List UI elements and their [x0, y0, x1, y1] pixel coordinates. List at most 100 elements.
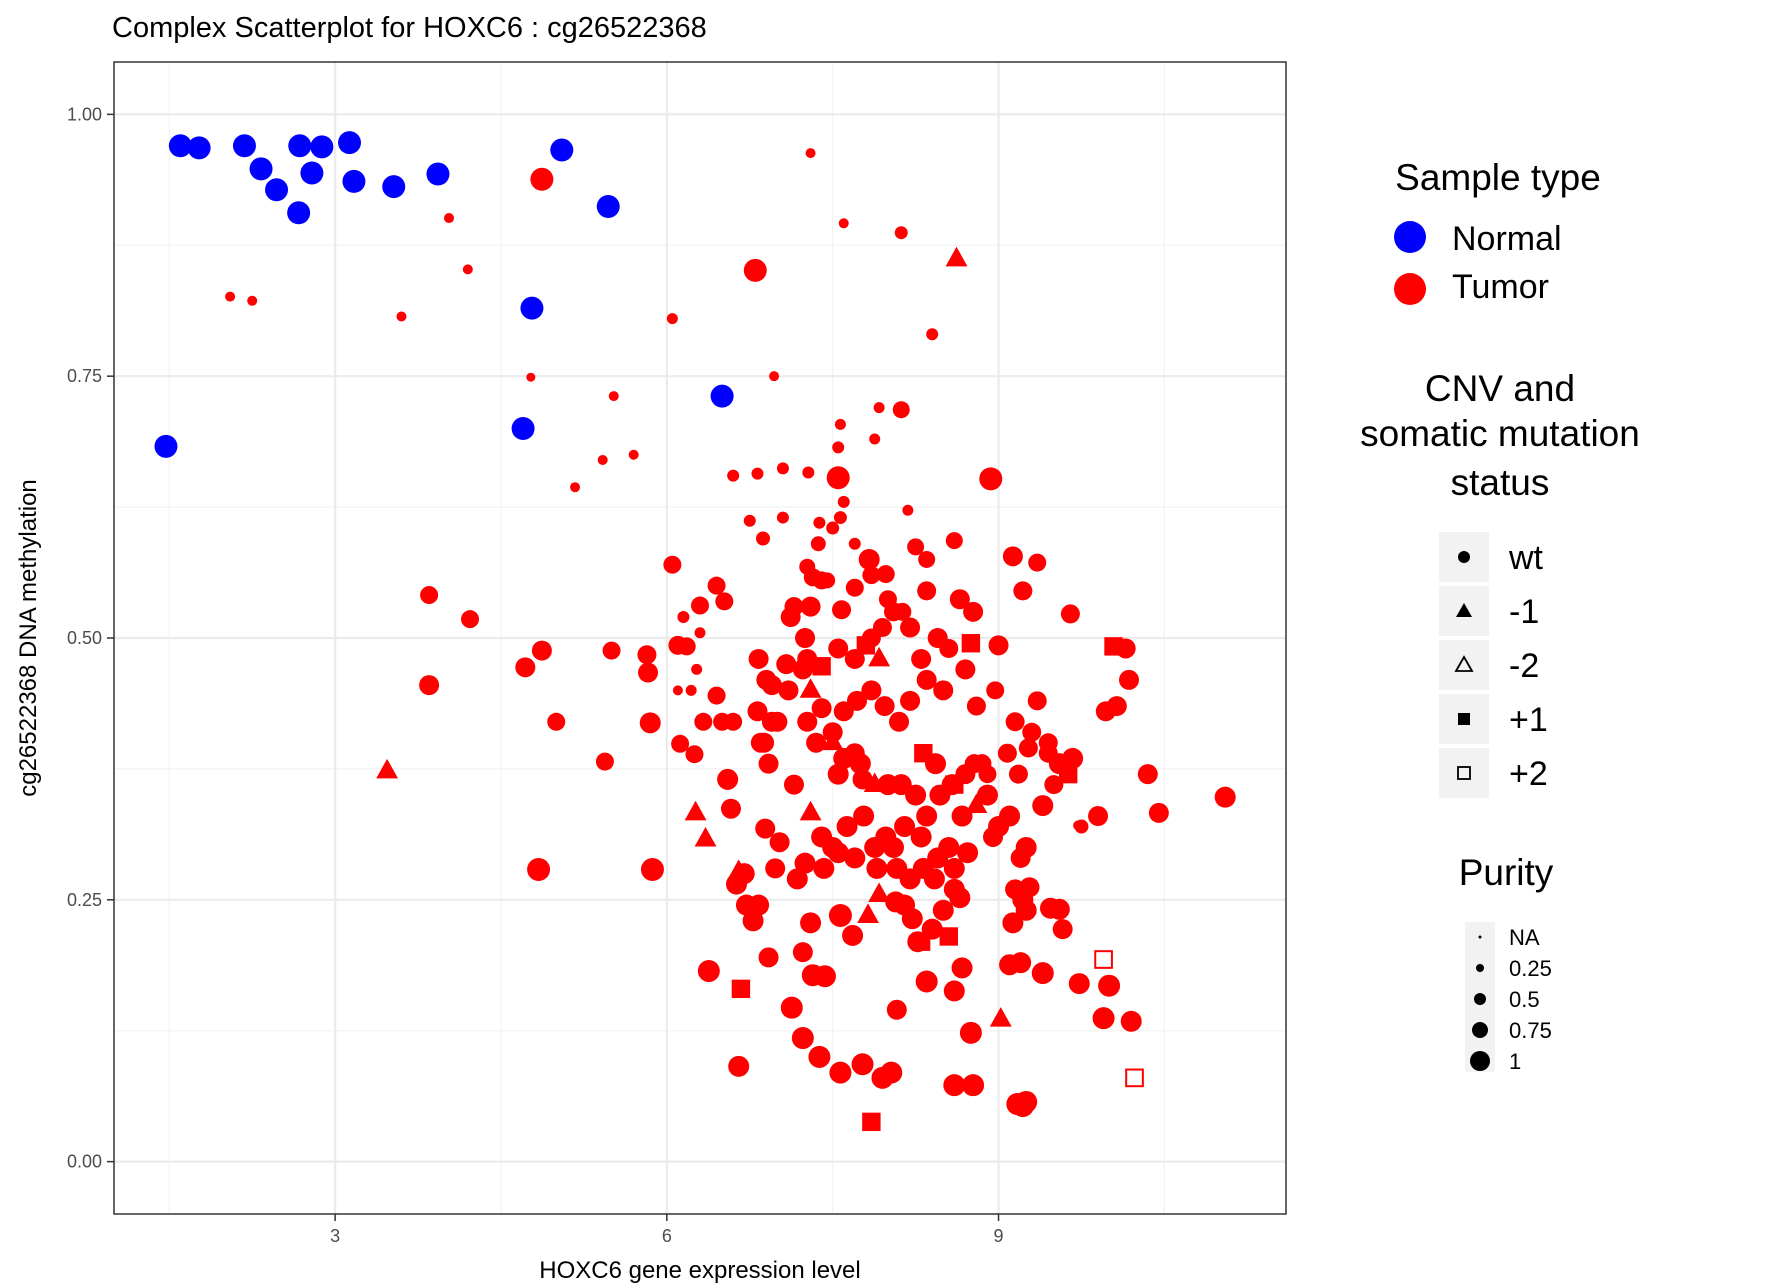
legend-tumor-swatch — [1394, 273, 1426, 305]
tumor-point — [866, 857, 888, 879]
tumor-point — [756, 531, 771, 546]
tumor-point — [910, 826, 932, 848]
tumor-point — [833, 511, 847, 525]
tumor-point — [515, 657, 536, 678]
tumor-point — [858, 548, 880, 570]
tumor-point — [939, 638, 959, 658]
tumor-point — [797, 648, 818, 669]
tumor-point — [754, 732, 775, 753]
normal-point — [511, 417, 535, 441]
tumor-point — [1015, 899, 1037, 921]
tumor-point — [735, 894, 757, 916]
legend-cnv-title-line3: status — [1451, 462, 1550, 503]
tumor-point — [694, 826, 717, 847]
tumor-point — [829, 1061, 852, 1084]
tumor-point — [800, 912, 822, 934]
tumor-point — [916, 669, 937, 690]
x-tick-label: 6 — [662, 1226, 672, 1246]
tumor-point — [805, 148, 816, 159]
legend-purity-025-dot — [1476, 964, 1484, 972]
legend-purity-1-dot — [1470, 1051, 1490, 1071]
y-tick-label: 0.50 — [67, 628, 102, 648]
tumor-point — [748, 648, 769, 669]
tumor-point — [800, 596, 821, 617]
legend-purity-na-dot — [1478, 935, 1482, 939]
normal-point — [249, 157, 273, 181]
tumor-point — [923, 868, 945, 890]
tumor-point — [1137, 764, 1158, 785]
tumor-point — [717, 768, 739, 790]
tumor-point — [932, 899, 954, 921]
tumor-point — [602, 641, 621, 660]
tumor-point — [925, 753, 947, 775]
tumor-point — [1120, 1010, 1142, 1032]
tumor-point — [894, 226, 908, 240]
tumor-point — [838, 218, 849, 229]
tumor-point — [530, 167, 554, 191]
x-tick-label: 3 — [330, 1226, 340, 1246]
legend-purity-1-label: 1 — [1509, 1049, 1521, 1074]
tumor-point — [999, 805, 1021, 827]
normal-point — [310, 135, 334, 159]
tumor-point — [727, 469, 740, 482]
tumor-point — [943, 1074, 966, 1097]
tumor-point — [637, 645, 657, 665]
tumor-point — [728, 1055, 750, 1077]
tumor-point — [1010, 952, 1032, 974]
legend-cnv-minus1-label: -1 — [1509, 593, 1539, 631]
tumor-point — [828, 904, 852, 928]
normal-point — [338, 131, 362, 155]
data-points — [154, 131, 1236, 1132]
tumor-point — [1125, 1068, 1144, 1088]
tumor-point — [986, 681, 1005, 700]
tumor-point — [765, 858, 786, 879]
tumor-point — [685, 745, 704, 764]
tumor-point — [921, 918, 943, 940]
normal-point — [265, 178, 289, 202]
tumor-point — [1098, 974, 1121, 997]
legend-cnv-keys — [1439, 532, 1489, 798]
legend-normal-swatch — [1394, 221, 1426, 253]
normal-point — [187, 136, 211, 160]
tumor-point — [965, 793, 988, 813]
tumor-point — [1018, 738, 1038, 758]
legend-normal-label: Normal — [1452, 220, 1562, 258]
legend-cnv-title-line2: somatic mutation — [1360, 413, 1640, 454]
tumor-point — [461, 610, 480, 629]
tumor-point — [628, 449, 639, 460]
tumor-point — [856, 636, 876, 655]
tumor-point — [1002, 546, 1023, 567]
tumor-point — [833, 701, 854, 722]
legend-purity-075-label: 0.75 — [1509, 1018, 1552, 1043]
legend-wt-circle-icon — [1458, 551, 1470, 563]
tumor-point — [684, 800, 707, 821]
tumor-point — [1062, 747, 1084, 769]
x-axis: 3 6 9 — [330, 1214, 1004, 1246]
tumor-point — [247, 295, 258, 306]
tumor-point — [444, 213, 455, 224]
tumor-point — [758, 947, 779, 968]
legend-purity-075-dot — [1472, 1022, 1488, 1038]
tumor-point — [743, 258, 767, 282]
tumor-point — [742, 910, 764, 932]
tumor-point — [608, 391, 619, 402]
tumor-point — [776, 511, 789, 524]
normal-point — [596, 195, 620, 219]
tumor-point — [1011, 1095, 1034, 1118]
tumor-point — [1002, 912, 1024, 934]
x-axis-title: HOXC6 gene expression level — [539, 1257, 861, 1284]
tumor-point — [901, 908, 923, 930]
tumor-point — [844, 648, 865, 669]
tumor-point — [1060, 604, 1080, 624]
tumor-point — [963, 601, 984, 622]
tumor-point — [786, 868, 808, 890]
tumor-point — [892, 401, 910, 419]
tumor-point — [806, 732, 827, 753]
tumor-point — [799, 558, 816, 575]
tumor-point — [852, 769, 873, 790]
tumor-point — [792, 942, 813, 963]
tumor-point — [802, 466, 815, 479]
tumor-point — [758, 753, 779, 774]
legend-purity-keys — [1465, 922, 1495, 1072]
tumor-point — [873, 402, 885, 414]
